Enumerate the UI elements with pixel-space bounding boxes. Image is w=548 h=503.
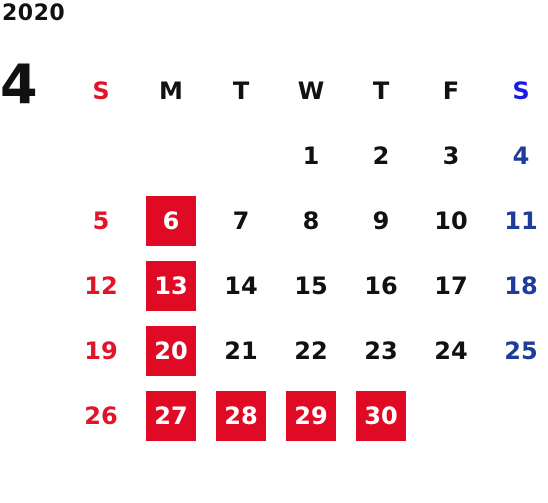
day-cell-highlighted: 13 [136,253,206,318]
day-cell: 7 [232,206,250,235]
day-cell: 14 [224,271,258,300]
day-cell-highlighted: 6 [136,188,206,253]
day-cell: 21 [224,336,258,365]
weekday-header-sunday: S [92,76,110,105]
day-cell-highlighted: 29 [276,383,346,448]
day-cell: 15 [294,271,328,300]
day-cell: 23 [364,336,398,365]
day-cell [136,123,206,188]
day-cell: 10 [434,206,468,235]
day-cell: 2 [372,141,390,170]
day-cell-empty [416,383,486,448]
weekday-header-tuesday: T [232,76,250,105]
month-number: 4 [0,53,38,116]
day-cell: 25 [504,336,538,365]
day-cell [66,123,136,188]
day-cell: 17 [434,271,468,300]
day-cell-empty [486,383,548,448]
calendar-grid: S M T W T F S 1 2 3 4 5 6 7 8 9 10 11 12… [66,58,548,448]
day-cell: 5 [92,206,110,235]
day-cell-highlighted: 27 [136,383,206,448]
day-cell: 26 [84,401,118,430]
day-cell [206,123,276,188]
day-cell: 19 [84,336,118,365]
weekday-header-thursday: T [372,76,390,105]
day-cell: 1 [302,141,320,170]
day-cell: 12 [84,271,118,300]
weekday-header-monday: M [159,76,183,105]
day-cell: 3 [442,141,460,170]
weekday-header-friday: F [442,76,460,105]
day-cell: 22 [294,336,328,365]
day-cell: 9 [372,206,390,235]
day-cell-highlighted: 30 [346,383,416,448]
day-cell-highlighted: 20 [136,318,206,383]
day-cell: 8 [302,206,320,235]
weekday-header-saturday: S [512,76,530,105]
year-label: 2020 [2,1,66,26]
weekday-header-wednesday: W [297,76,325,105]
day-cell: 16 [364,271,398,300]
day-cell: 4 [512,141,530,170]
day-cell: 11 [504,206,538,235]
day-cell-highlighted: 28 [206,383,276,448]
day-cell: 24 [434,336,468,365]
day-cell: 18 [504,271,538,300]
